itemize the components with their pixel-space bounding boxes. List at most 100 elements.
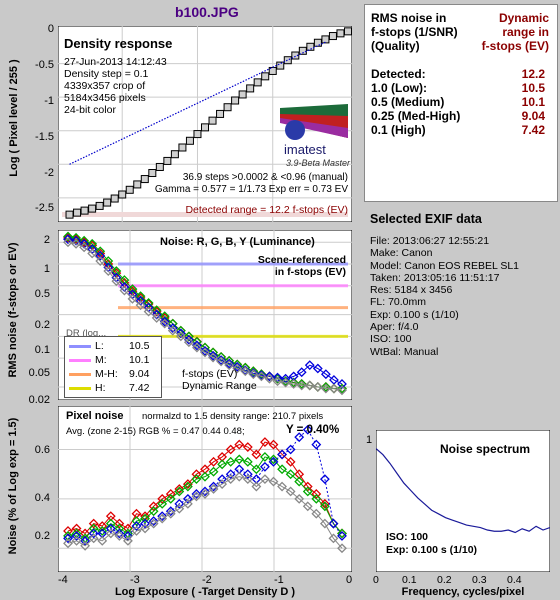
rms-header-line: f-stops (EV) — [481, 39, 549, 53]
legend-entry: M: 10.1 — [69, 354, 159, 367]
pixel-point — [277, 449, 287, 460]
noise-point — [119, 275, 130, 285]
noise-point — [272, 376, 283, 387]
pixel-point — [80, 535, 91, 546]
density-point — [170, 150, 179, 159]
pixel-point — [157, 493, 168, 504]
noise-point — [216, 356, 227, 367]
density-point — [313, 38, 322, 47]
pixel-avg: Avg. (zone 2-15) RGB % = 0.47 0.44 0.48; — [66, 426, 245, 437]
density-point — [133, 180, 142, 189]
density-stats: 36.9 steps >0.0002 & <0.96 (manual) Gamm… — [148, 172, 348, 196]
noise-point — [224, 360, 235, 371]
pixel-point — [148, 516, 159, 527]
pixel-normalized: normalzd to 1.5 density range: 210.7 pix… — [142, 411, 324, 422]
density-point — [208, 116, 217, 125]
noise-point — [232, 361, 243, 372]
pixel-point — [148, 506, 159, 517]
pixel-point — [285, 444, 296, 455]
legend-value: 9.04 — [129, 368, 150, 380]
detected-range: Detected range = 12.2 f-stops (EV) — [185, 204, 348, 216]
noise-point — [320, 383, 331, 394]
density-ytick: -0.5 — [35, 59, 54, 71]
noise-point — [151, 312, 162, 323]
pixel-point — [277, 464, 287, 475]
pixel-point — [311, 508, 322, 519]
density-point — [344, 27, 352, 36]
density-point — [291, 51, 300, 60]
density-info-line: Density step = 0.1 — [64, 68, 149, 80]
noise-point — [208, 352, 218, 363]
legend-value: 10.5 — [129, 340, 150, 352]
pixel-point — [80, 540, 91, 551]
density-stat-line: Gamma = 0.577 = 1/1.73 Exp err = 0.73 EV — [154, 184, 348, 195]
noise-ytick: 0.5 — [34, 288, 50, 300]
noise-note-line: in f-stops (EV) — [274, 266, 346, 278]
density-point — [216, 109, 225, 118]
rms-row: 0.25 (Med-High) 9.04 — [365, 109, 557, 123]
noise-point — [337, 385, 347, 396]
noise-point — [63, 237, 73, 248]
pixel-point — [337, 530, 347, 541]
pixel-point — [174, 484, 185, 494]
noise-point — [304, 360, 315, 371]
rms-row-label: Detected: — [371, 67, 426, 81]
noise-point — [192, 342, 202, 353]
noise-ytick: 0.1 — [34, 344, 50, 356]
noise-point — [280, 377, 291, 388]
density-point — [148, 169, 157, 178]
pixel-point — [123, 535, 133, 546]
density-point — [103, 198, 112, 207]
rms-header-right: Dynamic range in f-stops (EV) — [482, 11, 549, 53]
density-info-line: 4339x357 crop of — [64, 80, 146, 92]
version-text: 3.9-Beta Master — [286, 158, 351, 168]
noise-point — [151, 306, 162, 317]
noise-point — [127, 284, 138, 295]
gamma-fit-line — [69, 41, 326, 165]
noise-point — [256, 370, 267, 381]
noise-point — [159, 316, 170, 327]
noise-point — [320, 369, 331, 380]
rms-header-line: (Quality) — [371, 39, 420, 53]
legend-key: L: — [95, 340, 104, 352]
pixel-point — [71, 535, 82, 546]
pixel-point — [174, 503, 185, 514]
noise-point — [320, 382, 331, 392]
noise-point — [71, 235, 81, 246]
pixel-point — [191, 469, 202, 480]
density-point — [321, 35, 330, 44]
density-ytick: -1.5 — [35, 131, 54, 143]
noise-point — [63, 231, 73, 242]
dr-caption-line: f-stops (EV) — [182, 368, 238, 380]
spectrum-ytick: 1 — [366, 434, 373, 446]
density-point — [95, 201, 104, 210]
pixel-point — [182, 479, 193, 489]
pixel-point — [234, 471, 245, 482]
density-point — [223, 103, 232, 112]
pixel-point — [105, 523, 116, 534]
rms-row-label: 0.25 (Med-High) — [371, 109, 461, 123]
noise-point — [248, 369, 259, 380]
legend-value: 7.42 — [129, 382, 150, 394]
pixel-point — [131, 521, 142, 531]
density-point — [231, 96, 240, 105]
imatest-logo: imatest 3.9-Beta Master — [280, 104, 351, 168]
pixel-point — [285, 469, 296, 480]
pixel-point — [131, 526, 142, 536]
file-title: b100.JPG — [175, 4, 239, 20]
noise-point — [296, 367, 307, 378]
pixel-point — [200, 486, 210, 497]
density-yticks: 0 -0.5 -1 -1.5 -2 -2.5 — [18, 20, 54, 220]
noise-point — [264, 373, 275, 384]
pixel-point — [311, 489, 322, 499]
pixel-point — [217, 479, 228, 489]
pixel-point — [105, 518, 116, 529]
spectrum-xtick: 0 — [373, 574, 379, 586]
density-info-line: 5184x3456 pixels — [64, 92, 146, 104]
pixel-point — [319, 518, 330, 529]
pixel-point — [302, 486, 313, 497]
noise-point — [79, 237, 90, 248]
pixel-point — [268, 456, 279, 467]
legend-value: 10.1 — [129, 354, 150, 366]
density-point — [246, 84, 255, 93]
